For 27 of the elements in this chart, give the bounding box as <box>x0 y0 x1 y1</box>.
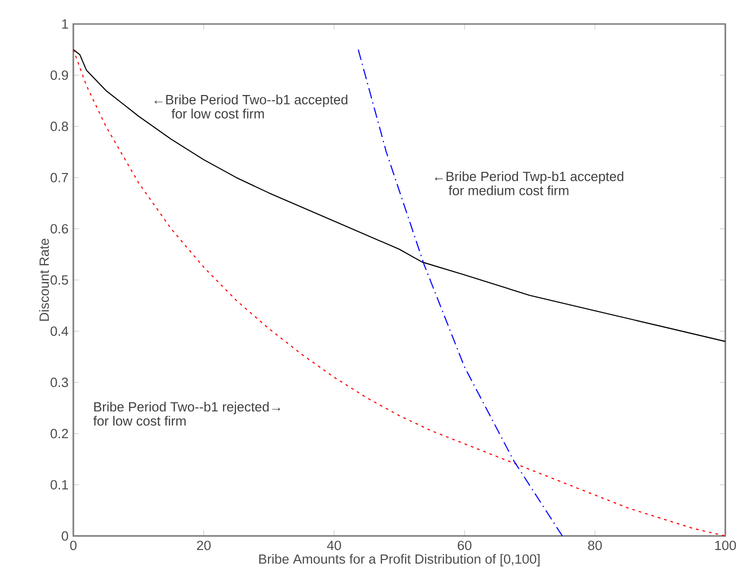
y-tick-label: 0 <box>62 531 68 541</box>
x-tick-label: 40 <box>327 540 342 550</box>
annotation: ←Bribe Period Two--b1 accepted <box>154 94 348 107</box>
y-tick-label: 0.7 <box>50 172 68 182</box>
annotation: ←Bribe Period Twp-b1 accepted <box>434 171 624 184</box>
y-tick-label: 0.4 <box>50 326 68 336</box>
x-tick-label: 80 <box>588 540 602 550</box>
annotation: for low cost firm <box>93 416 186 426</box>
y-tick-label: 0.2 <box>50 428 68 438</box>
x-tick-label: 100 <box>715 540 736 550</box>
line-series <box>72 49 726 342</box>
annotation: for medium cost firm <box>448 185 568 196</box>
line-series <box>72 49 726 537</box>
y-tick-label: 0.8 <box>50 122 68 132</box>
y-tick-label: 0.9 <box>50 70 68 80</box>
x-tick-label: 0 <box>70 540 77 550</box>
x-tick-label: 60 <box>458 540 472 550</box>
y-tick-label: 1 <box>62 19 68 29</box>
y-tick-label: 0.5 <box>50 275 68 285</box>
annotation: Bribe Period Two--b1 rejected→ <box>94 402 280 414</box>
y-axis-title: Discount Rate <box>39 238 49 321</box>
y-tick-label: 0.3 <box>50 378 68 388</box>
annotation: for low cost firm <box>172 108 264 118</box>
y-tick-label: 0.1 <box>50 480 68 490</box>
x-tick-label: 20 <box>196 540 211 550</box>
x-axis-title: Bribe Amounts for a Profit Distribution of [0,100] <box>259 554 540 566</box>
y-tick-label: 0.6 <box>50 224 68 234</box>
